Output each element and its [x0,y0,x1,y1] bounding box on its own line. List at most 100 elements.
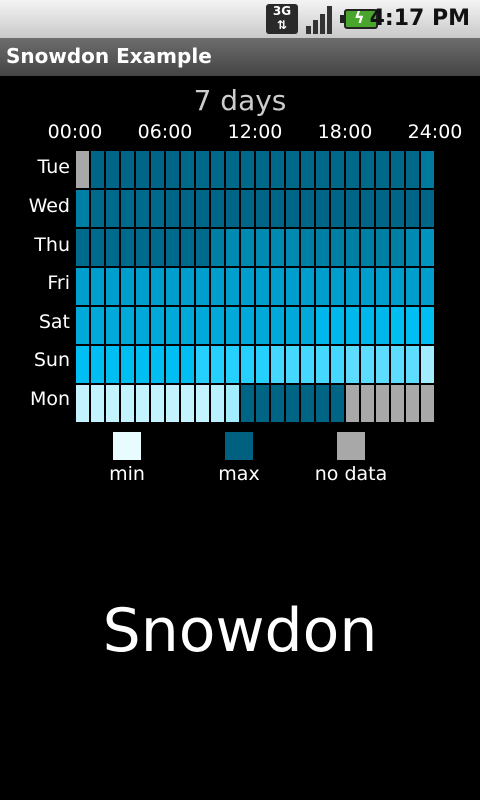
heatmap-cell [315,150,330,189]
x-tick: 24:00 [407,121,463,143]
heatmap-cell [420,306,435,345]
heatmap-cell [345,306,360,345]
heatmap-cell [360,189,375,228]
day-label: Tue [37,156,70,178]
heatmap-cell [240,150,255,189]
heatmap-cell [345,345,360,384]
heatmap-cell [150,267,165,306]
heatmap-cell [285,306,300,345]
heatmap-cell [210,345,225,384]
heatmap-cell [255,150,270,189]
heatmap-cell [135,267,150,306]
heatmap-cell [360,384,375,423]
heatmap-cell [180,228,195,267]
heatmap-cell [210,384,225,423]
heatmap-cell [195,228,210,267]
heatmap-cell [315,384,330,423]
heatmap-cell [225,306,240,345]
heatmap-cell [360,228,375,267]
heatmap-cell [90,306,105,345]
heatmap-cell [330,150,345,189]
heatmap-cell [255,267,270,306]
heatmap-cell [285,150,300,189]
heatmap-cell [75,150,90,189]
heatmap-cell [240,228,255,267]
heatmap-cell [285,345,300,384]
heatmap-cell [405,189,420,228]
day-label: Thu [34,234,70,256]
legend-swatch-min [113,432,141,460]
app-title: Snowdon Example [6,44,212,68]
day-label: Sat [38,311,70,333]
heatmap-cell [270,189,285,228]
heatmap-cell [150,384,165,423]
heatmap-cell [75,345,90,384]
heatmap-cell [255,306,270,345]
day-label: Wed [28,195,70,217]
heatmap-cell [195,384,210,423]
heatmap-cell [345,189,360,228]
heatmap-cell [165,228,180,267]
heatmap-cell [300,267,315,306]
legend-swatch-max [225,432,253,460]
heatmap-cell [105,384,120,423]
heatmap-cell [105,228,120,267]
heatmap-cell [120,150,135,189]
heatmap-cell [150,345,165,384]
heatmap-cell [360,150,375,189]
heatmap-cell [165,384,180,423]
heatmap-title: 7 days [193,84,287,117]
heatmap-cell [300,345,315,384]
heatmap-cell [150,306,165,345]
heatmap-cell [360,345,375,384]
legend-swatch-no-data [337,432,365,460]
status-time: 4:17 PM [369,6,470,31]
network-3g-icon: 3G ⇅ [266,4,298,34]
heatmap-cell [300,384,315,423]
heatmap-cell [345,150,360,189]
heatmap-cell [105,306,120,345]
heatmap-cell [330,384,345,423]
heatmap-cell [180,384,195,423]
heatmap-cell [375,267,390,306]
heatmap-cell [120,306,135,345]
day-label: Mon [29,388,70,410]
heatmap-cell [195,150,210,189]
heatmap-cell [405,150,420,189]
heatmap-cell [180,345,195,384]
heatmap-cell [270,384,285,423]
network-label: 3G [272,4,292,18]
footer-label: Snowdon [102,596,378,666]
heatmap-cell [285,267,300,306]
heatmap-cell [225,345,240,384]
heatmap-cell [90,267,105,306]
heatmap-cell [105,345,120,384]
heatmap-cell [300,150,315,189]
heatmap-cell [285,189,300,228]
day-label: Fri [47,272,70,294]
heatmap-cell [180,189,195,228]
heatmap-cell [135,150,150,189]
heatmap-cell [255,384,270,423]
heatmap-cell [90,228,105,267]
heatmap-cell [315,267,330,306]
heatmap-cell [240,189,255,228]
heatmap-cell [300,228,315,267]
heatmap-cell [360,306,375,345]
heatmap-cell [420,228,435,267]
heatmap-cell [270,228,285,267]
heatmap-cell [240,306,255,345]
heatmap-cell [210,267,225,306]
heatmap-cell [90,189,105,228]
heatmap-cell [405,306,420,345]
heatmap-cell [120,267,135,306]
heatmap-cell [285,228,300,267]
heatmap-cell [75,306,90,345]
heatmap-cell [75,228,90,267]
heatmap-cell [105,150,120,189]
heatmap-cell [255,345,270,384]
heatmap-cell [405,384,420,423]
heatmap-cell [210,306,225,345]
heatmap-cell [375,345,390,384]
heatmap-cell [390,345,405,384]
